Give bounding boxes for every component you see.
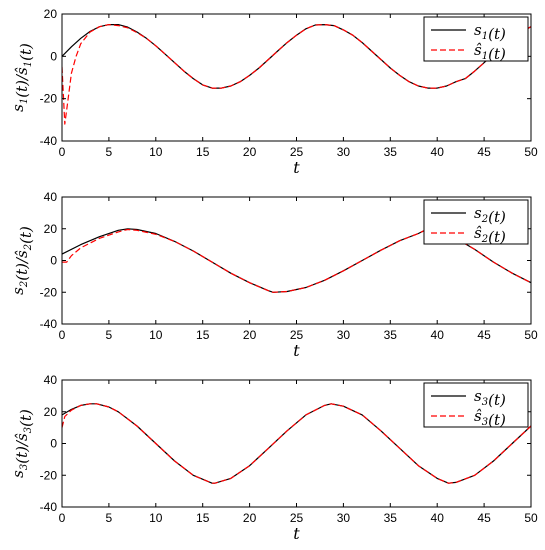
legend-label-2: ŝ2(t): [474, 224, 506, 246]
x-tick-label: 45: [477, 511, 491, 525]
chart-panel-3: 0 5 10 15 20 25 30 35 40 45 50 40 20 0 -20 -40 t s3(t)/ŝ3…: [9, 373, 538, 543]
x-tick-label: 45: [477, 145, 491, 159]
y-tick-label: -40: [40, 500, 58, 514]
legend-label-1: s1(t): [474, 21, 506, 43]
x-tick-label: 10: [149, 511, 163, 525]
x-tick-label: 20: [243, 145, 257, 159]
legend: s3(t)ŝ3(t): [423, 382, 529, 429]
series-line-2: [62, 403, 531, 484]
x-tick-label: 50: [524, 511, 538, 525]
x-tick-label: 0: [59, 145, 66, 159]
x-tick-label: 25: [290, 145, 304, 159]
x-tick-label: 0: [59, 328, 66, 342]
x-tick-label: 40: [431, 511, 445, 525]
y-tick-label: -20: [40, 468, 58, 482]
legend-label-1: s3(t): [474, 387, 506, 409]
y-tick-label: 20: [44, 7, 58, 21]
chart-panel-1: 0 5 10 15 20 25 30 35 40 45 50 20 0 -20 -40 t s1(t)/ŝ1(t…: [9, 7, 538, 177]
y-tick-label: 0: [50, 254, 57, 268]
y-tick-label: -20: [40, 285, 58, 299]
x-tick-label: 10: [149, 145, 163, 159]
x-tick-label: 50: [524, 145, 538, 159]
x-axis-label: t: [293, 524, 300, 543]
x-tick-label: 5: [106, 328, 113, 342]
y-tick-label: 20: [44, 405, 58, 419]
x-tick-label: 30: [337, 511, 351, 525]
y-tick-label: 40: [44, 373, 58, 387]
x-tick-label: 5: [106, 145, 113, 159]
x-tick-label: 20: [243, 328, 257, 342]
legend: s2(t)ŝ2(t): [423, 199, 529, 246]
legend-box: [423, 16, 529, 62]
legend-label-2: ŝ1(t): [474, 41, 506, 63]
y-tick-label: 40: [44, 190, 58, 204]
x-tick-label: 20: [243, 511, 257, 525]
x-tick-label: 45: [477, 328, 491, 342]
y-tick-label: 0: [50, 437, 57, 451]
x-tick-label: 25: [290, 511, 304, 525]
y-axis-label: s3(t)/ŝ3(t): [9, 409, 35, 478]
x-tick-label: 10: [149, 328, 163, 342]
x-tick-label: 35: [384, 511, 398, 525]
x-tick-label: 25: [290, 328, 304, 342]
x-tick-label: 40: [431, 145, 445, 159]
series-line-2: [62, 228, 531, 293]
x-tick-label: 0: [59, 511, 66, 525]
x-tick-label: 30: [337, 328, 351, 342]
x-tick-label: 15: [196, 328, 210, 342]
legend: s1(t)ŝ1(t): [423, 16, 529, 63]
x-tick-label: 40: [431, 328, 445, 342]
x-tick-label: 5: [106, 511, 113, 525]
y-tick-label: 20: [44, 222, 58, 236]
series-line-1: [62, 403, 531, 484]
chart-panel-2: 0 5 10 15 20 25 30 35 40 45 50 40 20 0 -20 -40 t s2(t)/ŝ2…: [9, 190, 538, 360]
x-tick-label: 35: [384, 328, 398, 342]
x-axis-label: t: [293, 341, 300, 360]
y-tick-label: -40: [40, 317, 58, 331]
x-tick-label: 15: [196, 145, 210, 159]
x-tick-label: 30: [337, 145, 351, 159]
x-tick-label: 50: [524, 328, 538, 342]
x-tick-label: 15: [196, 511, 210, 525]
x-tick-label: 35: [384, 145, 398, 159]
legend-label-1: s2(t): [474, 204, 506, 226]
y-axis-label: s2(t)/ŝ2(t): [9, 226, 35, 295]
y-tick-label: -20: [40, 92, 58, 106]
y-tick-label: -40: [40, 134, 58, 148]
series-line-2: [62, 24, 531, 125]
x-axis-label: t: [293, 158, 300, 177]
y-axis-label: s1(t)/ŝ1(t): [9, 43, 35, 112]
legend-box: [423, 199, 529, 245]
y-tick-label: 0: [50, 49, 57, 63]
legend-box: [423, 382, 529, 428]
legend-label-2: ŝ3(t): [474, 407, 506, 429]
